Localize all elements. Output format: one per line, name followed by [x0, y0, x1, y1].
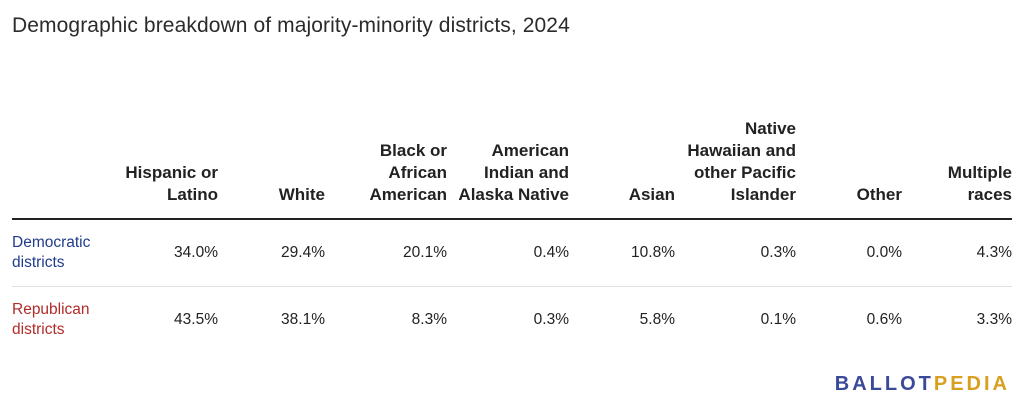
column-header: Native Hawaiian and other Pacific Island…	[675, 60, 796, 220]
header-cell-empty	[12, 60, 122, 220]
chart-title: Demographic breakdown of majority-minori…	[12, 14, 570, 37]
value-cell: 20.1%	[403, 244, 447, 261]
data-table-container: Hispanic or Latino White Black or African …	[12, 60, 1012, 353]
value-cell: 8.3%	[325, 286, 447, 353]
table-body: Democratic districts 34.0% 29.4% 20.1% 0.4% 1…	[12, 219, 1012, 353]
value-cell: 43.5%	[122, 286, 218, 353]
value-cell: 10.8%	[631, 244, 675, 261]
column-header: Asian	[569, 60, 675, 220]
column-header: White	[218, 60, 325, 220]
value-cell: 29.4%	[281, 244, 325, 261]
data-table: Hispanic or Latino White Black or African …	[12, 60, 1012, 353]
header-row: Hispanic or Latino White Black or African …	[12, 60, 1012, 220]
row-label: Democratic districts	[12, 234, 91, 271]
value-cell: 0.1%	[675, 286, 796, 353]
value-cell: 0.4%	[533, 244, 569, 261]
column-header: Black or African American	[325, 60, 447, 220]
column-header: Other	[796, 60, 902, 220]
value-cell: 3.3%	[902, 286, 1012, 353]
value-cell: 0.6%	[796, 286, 902, 353]
value-cell: 0.0%	[866, 244, 902, 261]
table-row: Democratic districts 34.0% 29.4% 20.1% 0.4% 1…	[12, 219, 1012, 287]
value-cell: 4.3%	[976, 244, 1012, 261]
column-header: Hispanic or Latino	[122, 60, 218, 220]
logo-text-pedia: PEDIA	[933, 373, 1010, 395]
value-cell: 5.8%	[569, 286, 675, 353]
value-cell: 34.0%	[174, 244, 218, 261]
column-header: Multiple races	[902, 60, 1012, 220]
logo-text-ballot: BALLOT	[834, 373, 934, 395]
row-label: Republican districts	[12, 286, 122, 353]
value-cell: 0.3%	[447, 286, 569, 353]
column-header: American Indian and Alaska Native	[447, 60, 569, 220]
value-cell: 38.1%	[218, 286, 325, 353]
ballotpedia-logo: BALLOTPEDIA	[835, 373, 1010, 396]
table-row: Republican districts 43.5% 38.1% 8.3% 0.3% 5.…	[12, 286, 1012, 353]
value-cell: 0.3%	[760, 244, 796, 261]
